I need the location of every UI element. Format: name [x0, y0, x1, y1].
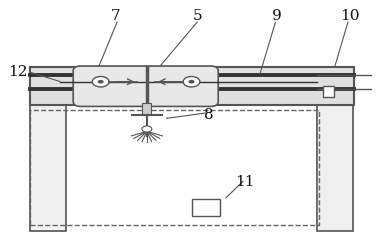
Bar	[31, 67, 65, 231]
Bar	[318, 67, 352, 231]
Bar	[31, 110, 319, 224]
Text: 8: 8	[204, 108, 213, 122]
Bar	[323, 86, 334, 97]
Circle shape	[92, 76, 109, 87]
Text: 10: 10	[340, 9, 360, 23]
Circle shape	[183, 76, 200, 87]
Circle shape	[188, 80, 195, 84]
Text: 5: 5	[192, 9, 202, 23]
Bar	[142, 103, 151, 114]
Circle shape	[142, 126, 152, 132]
Text: 12: 12	[8, 65, 28, 79]
Circle shape	[98, 80, 104, 84]
Bar	[192, 199, 220, 216]
Text: 11: 11	[235, 175, 255, 190]
Text: 9: 9	[272, 9, 282, 23]
FancyBboxPatch shape	[73, 66, 218, 106]
Text: 7: 7	[110, 9, 120, 23]
Bar	[31, 67, 354, 105]
